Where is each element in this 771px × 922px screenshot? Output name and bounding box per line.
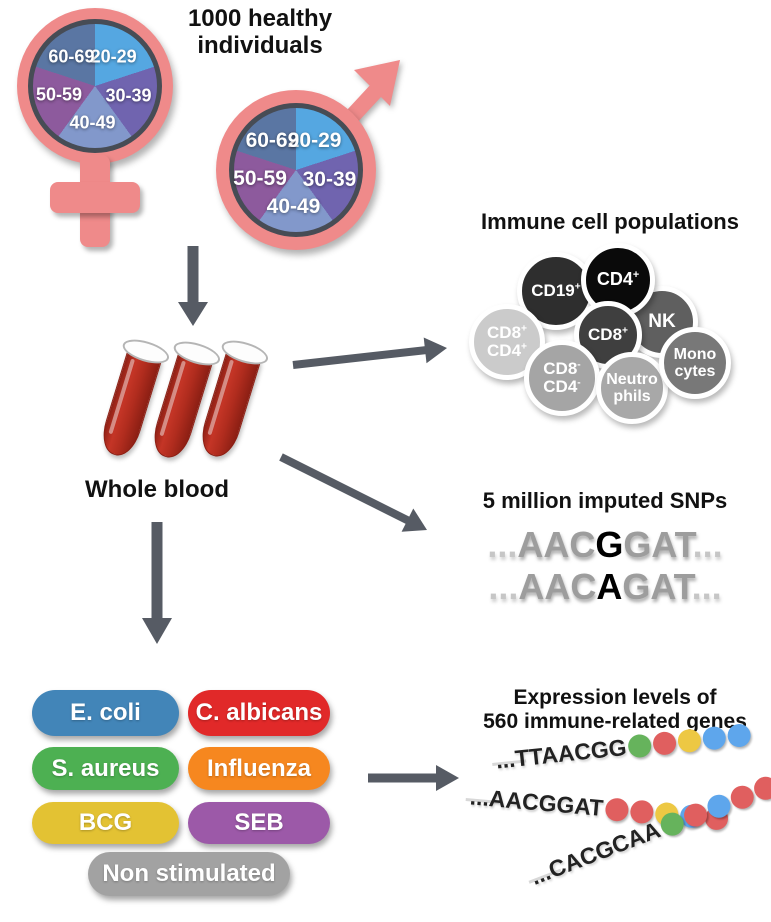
gene-sequence: ...CACGCAA	[526, 816, 664, 890]
expression-bead	[652, 730, 678, 756]
age-label-50-59: 50-59	[233, 166, 287, 190]
whole-blood-label: Whole blood	[85, 476, 229, 503]
cell-neutrophils: Neutro phils	[596, 352, 668, 424]
age-label-20-29: 20-29	[287, 129, 342, 153]
age-label-60-69: 60-69	[245, 129, 300, 153]
cell-cd8-cd4-doubleneg: CD8- CD4-	[524, 340, 600, 416]
cell-label: phils	[613, 388, 651, 405]
stimulus-calbicans: C. albicans	[188, 690, 330, 736]
cell-label: CD4+	[596, 269, 640, 290]
stimulus-influenza: Influenza	[188, 747, 330, 790]
age-label-30-39: 30-39	[105, 85, 152, 106]
stimulus-ecoli: E. coli	[32, 690, 179, 736]
age-label-50-59: 50-59	[36, 84, 83, 105]
cell-label: CD8+	[487, 322, 527, 342]
cell-label: CD8+	[588, 324, 628, 344]
arrow-head	[401, 508, 427, 532]
arrow-head	[178, 302, 208, 326]
cell-label: cytes	[674, 363, 716, 380]
arrow-head	[142, 618, 172, 644]
expression-bead	[627, 733, 653, 759]
arrow-head	[436, 765, 459, 791]
stimulus-seb: SEB	[188, 802, 330, 844]
cell-label: CD4-	[543, 377, 581, 396]
expression-bead	[701, 725, 728, 751]
age-label-30-39: 30-39	[302, 167, 357, 191]
cohort-title: 1000 healthy individuals	[175, 5, 345, 60]
cell-label: CD4+	[487, 341, 527, 360]
immune-populations-title: Immune cell populations	[481, 209, 739, 234]
cell-label: Neutro	[606, 370, 658, 388]
snp-sequence-ref: ...AACGGAT...	[487, 524, 723, 565]
expression-bead	[680, 800, 711, 831]
cell-monocytes: Mono cytes	[659, 327, 731, 399]
expression-bead	[726, 722, 752, 749]
snp-sequence-alt: ...AACAGAT...	[488, 566, 722, 607]
snps-section: 5 million imputed SNPs ...AACGGAT... ...…	[452, 488, 758, 608]
expression-title-line1: Expression levels of	[513, 686, 717, 709]
age-label-40-49: 40-49	[69, 112, 116, 133]
cell-label: NK	[648, 310, 676, 332]
age-label-40-49: 40-49	[266, 195, 321, 219]
expression-bead	[604, 797, 630, 823]
arrow-blood-to-stimuli	[142, 522, 172, 644]
gene-sequence: ...TTAACGG	[494, 733, 628, 774]
snp-allele: G	[595, 524, 624, 565]
expression-bead	[727, 782, 757, 813]
cell-label: Mono	[673, 345, 717, 363]
arrow-shaft	[279, 453, 411, 525]
arrow-cohort-to-blood	[178, 246, 208, 326]
expression-title-line2: 560 immune-related genes	[483, 709, 747, 733]
age-label-20-29: 20-29	[90, 46, 137, 67]
cohort-title-line1: 1000 healthy	[187, 5, 333, 32]
gene-sequence-row: ...CACGCAA	[523, 772, 771, 892]
male-age-pie: 20-29 30-39 40-49 50-59 60-69	[229, 103, 363, 237]
female-age-pie: 20-29 30-39 40-49 50-59 60-69	[28, 19, 162, 153]
expression-bead	[703, 791, 734, 822]
expression-bead	[676, 728, 703, 754]
female-symbol: 20-29 30-39 40-49 50-59 60-69	[17, 8, 173, 258]
arrow-blood-to-cells	[292, 337, 447, 369]
cohort-title-line2: individuals	[197, 31, 323, 59]
arrow-head	[423, 337, 447, 364]
cell-label: CD8-	[543, 358, 581, 378]
gene-sequence: ...AACGGAT	[468, 783, 605, 821]
snps-title: 5 million imputed SNPs	[482, 488, 728, 513]
snp-allele: A	[596, 566, 623, 607]
age-label-60-69: 60-69	[48, 46, 95, 67]
arrow-shaft	[292, 346, 428, 369]
stimulus-bcg: BCG	[32, 802, 179, 844]
arrow-blood-to-snps	[279, 453, 427, 532]
female-cross-horizontal	[50, 182, 140, 213]
arrow-stimuli-to-expression	[368, 765, 459, 791]
stimulus-nonstimulated: Non stimulated	[88, 852, 290, 896]
male-symbol: 20-29 30-39 40-49 50-59 60-69	[216, 90, 376, 250]
cell-label: CD19+	[531, 280, 581, 300]
expression-title: Expression levels of 560 immune-related …	[462, 686, 768, 733]
stimulus-saureus: S. aureus	[32, 747, 179, 790]
